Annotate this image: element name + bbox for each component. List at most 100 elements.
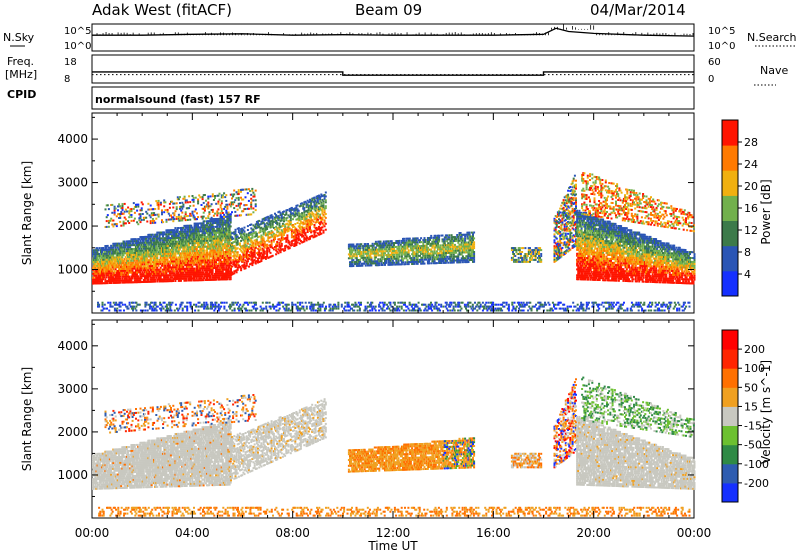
power-cell — [159, 201, 162, 204]
power-cell — [353, 247, 356, 250]
power-cell — [382, 252, 385, 255]
power-cell — [303, 222, 306, 225]
power-cell — [166, 258, 169, 261]
power-cell — [137, 267, 140, 270]
power-cell — [216, 223, 219, 226]
power-cell — [257, 226, 259, 229]
frequency-panel — [91, 54, 695, 84]
power-cell — [107, 208, 110, 211]
power-cell — [211, 220, 214, 223]
power-cell — [225, 225, 228, 228]
power-cell — [414, 237, 417, 240]
power-cell — [257, 222, 259, 225]
power-cell — [103, 260, 106, 263]
power-cell — [220, 239, 223, 242]
power-cell — [261, 253, 264, 256]
power-cell — [217, 218, 220, 220]
power-cell — [124, 265, 127, 268]
power-cell — [230, 266, 232, 268]
power-cell — [177, 219, 180, 222]
power-cell — [138, 267, 141, 270]
power-cell — [155, 257, 158, 260]
nave-tick-60: 60 — [708, 57, 721, 68]
power-cell — [104, 268, 107, 271]
power-cell — [190, 240, 193, 243]
power-cell — [180, 264, 182, 267]
power-cell — [137, 205, 140, 208]
power-cell — [286, 222, 289, 225]
power-cell — [399, 251, 402, 254]
power-cell — [192, 259, 195, 262]
power-cell — [153, 261, 155, 264]
power-cell — [175, 216, 178, 218]
power-cell — [169, 242, 172, 245]
power-cell — [218, 272, 221, 275]
power-cell — [367, 244, 369, 247]
power-cell — [306, 225, 309, 228]
power-cell — [136, 275, 138, 278]
power-cell — [200, 230, 203, 233]
power-cell — [286, 236, 289, 239]
power-cell — [225, 209, 228, 212]
power-cell — [96, 255, 99, 257]
power-cell — [154, 247, 157, 250]
power-cell — [171, 248, 173, 251]
power-cell — [278, 228, 281, 231]
power-cell — [314, 217, 317, 220]
power-cell — [398, 239, 401, 242]
power-cell — [155, 274, 158, 277]
power-cell — [258, 241, 261, 244]
power-cell — [160, 264, 163, 267]
power-cell — [311, 205, 314, 208]
power-cell — [140, 209, 143, 212]
power-cell — [148, 255, 151, 258]
power-cell — [231, 249, 234, 252]
power-cell — [236, 268, 239, 271]
power-cell — [106, 280, 109, 283]
power-cell — [164, 268, 167, 271]
power-cell — [322, 194, 325, 197]
power-cell — [220, 235, 223, 238]
power-cell — [175, 236, 178, 239]
power-cell — [222, 268, 225, 271]
power-cell — [156, 272, 159, 275]
power-cell — [294, 238, 297, 241]
power-cell — [212, 243, 215, 246]
power-cell — [176, 250, 179, 253]
power-cell — [250, 239, 253, 242]
power-cell — [177, 250, 180, 253]
power-cell — [170, 218, 172, 221]
power-cell — [101, 260, 103, 263]
power-cell — [299, 204, 302, 207]
power-cell — [183, 277, 186, 280]
power-cell — [228, 262, 231, 265]
power-cell — [373, 250, 376, 253]
power-cell — [153, 208, 156, 211]
power-cell — [150, 235, 153, 238]
power-cell — [219, 243, 222, 246]
power-cell — [259, 246, 262, 249]
power-cell — [96, 276, 99, 279]
power-cell — [125, 279, 128, 282]
power-cell — [399, 263, 402, 266]
power-cell — [187, 230, 190, 233]
power-cell — [168, 274, 171, 277]
power-cell — [192, 214, 195, 217]
power-cell — [141, 241, 144, 244]
power-cell — [172, 256, 175, 259]
power-cell — [133, 249, 136, 252]
power-cell — [127, 269, 129, 272]
power-cell — [114, 279, 117, 282]
power-cell — [278, 218, 281, 221]
power-cell — [415, 251, 418, 254]
power-cell — [359, 258, 362, 261]
power-cell — [149, 245, 152, 248]
power-cell — [201, 253, 204, 256]
power-cell — [211, 245, 214, 248]
power-cell — [164, 264, 167, 267]
power-cell — [229, 256, 232, 259]
power-cell — [157, 278, 160, 281]
power-cell — [222, 262, 225, 265]
power-cell — [149, 267, 152, 270]
power-cell — [315, 207, 318, 210]
